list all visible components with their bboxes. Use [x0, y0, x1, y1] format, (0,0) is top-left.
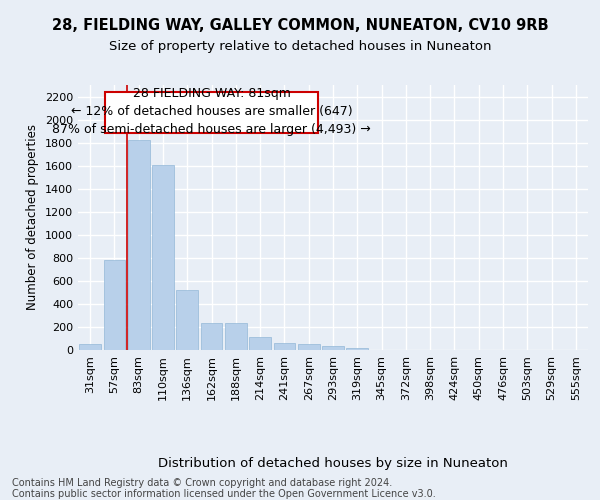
Text: Contains public sector information licensed under the Open Government Licence v3: Contains public sector information licen… [12, 489, 436, 499]
Bar [104, 260, 125, 350]
Bar [79, 344, 101, 350]
Bar [152, 164, 174, 350]
Bar [274, 343, 295, 350]
Text: 28, FIELDING WAY, GALLEY COMMON, NUNEATON, CV10 9RB: 28, FIELDING WAY, GALLEY COMMON, NUNEATO… [52, 18, 548, 32]
Bar [298, 344, 320, 350]
Bar [249, 338, 271, 350]
Text: Contains HM Land Registry data © Crown copyright and database right 2024.: Contains HM Land Registry data © Crown c… [12, 478, 392, 488]
Text: 28 FIELDING WAY: 81sqm
← 12% of detached houses are smaller (647)
87% of semi-de: 28 FIELDING WAY: 81sqm ← 12% of detached… [52, 87, 371, 136]
Text: Size of property relative to detached houses in Nuneaton: Size of property relative to detached ho… [109, 40, 491, 53]
Bar [322, 346, 344, 350]
FancyBboxPatch shape [105, 92, 319, 134]
Text: Distribution of detached houses by size in Nuneaton: Distribution of detached houses by size … [158, 458, 508, 470]
Bar [225, 323, 247, 350]
Bar [346, 348, 368, 350]
Bar [200, 323, 223, 350]
Y-axis label: Number of detached properties: Number of detached properties [26, 124, 40, 310]
Bar [176, 290, 198, 350]
Bar [128, 140, 149, 350]
